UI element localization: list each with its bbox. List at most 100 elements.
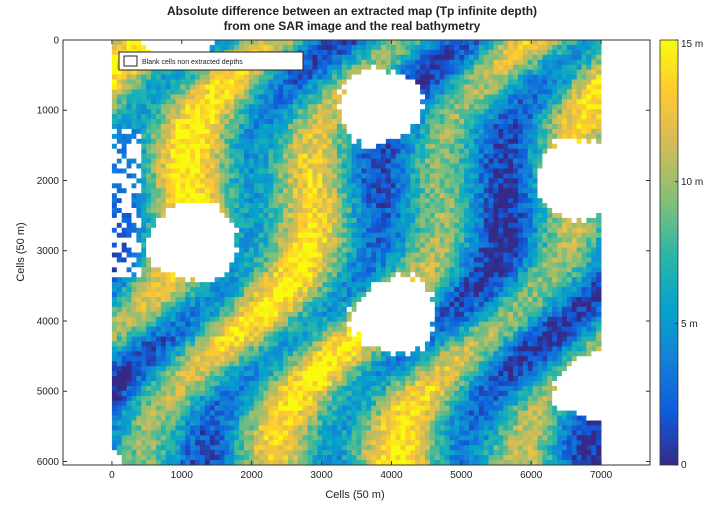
heatmap-cell	[307, 109, 313, 115]
heatmap-cell	[405, 262, 411, 268]
heatmap-cell	[493, 49, 499, 56]
heatmap-cell	[214, 212, 220, 219]
heatmap-cell	[566, 99, 573, 105]
heatmap-cell	[283, 217, 289, 224]
heatmap-cell	[424, 227, 431, 234]
heatmap-cell	[136, 133, 142, 140]
heatmap-cell	[248, 242, 255, 248]
heatmap-cell	[547, 40, 553, 46]
heatmap-cell	[165, 133, 172, 140]
heatmap-cell	[513, 40, 519, 46]
heatmap-cell	[332, 114, 338, 120]
heatmap-cell	[253, 168, 260, 174]
heatmap-cell	[327, 232, 333, 239]
heatmap-cell	[322, 49, 328, 56]
heatmap-cell	[288, 282, 294, 288]
heatmap-cell	[263, 153, 269, 159]
heatmap-cell	[151, 193, 157, 199]
heatmap-cell	[307, 282, 313, 288]
heatmap-cell	[390, 69, 397, 75]
heatmap-cell	[180, 267, 186, 273]
heatmap-cell	[527, 104, 533, 110]
heatmap-cell	[508, 143, 514, 150]
heatmap-cell	[493, 84, 499, 90]
heatmap-cell	[385, 104, 392, 110]
heatmap-cell	[464, 252, 470, 258]
heatmap-cell	[141, 163, 147, 169]
heatmap-cell	[180, 203, 186, 209]
heatmap-cell	[121, 124, 127, 130]
heatmap-cell	[405, 237, 411, 244]
heatmap-cell	[581, 79, 587, 85]
heatmap-cell	[356, 54, 362, 61]
heatmap-cell	[483, 262, 489, 268]
heatmap-cell	[302, 114, 308, 120]
heatmap-cell	[141, 217, 147, 224]
heatmap-cell	[424, 54, 431, 61]
heatmap-cell	[517, 148, 524, 155]
heatmap-cell	[376, 208, 382, 214]
heatmap-cell	[224, 198, 230, 204]
heatmap-cell	[464, 114, 470, 120]
heatmap-cell	[508, 128, 514, 135]
heatmap-cell	[317, 94, 323, 100]
heatmap-cell	[493, 203, 499, 209]
heatmap-cell	[469, 272, 475, 278]
heatmap-cell	[503, 124, 509, 130]
heatmap-cell	[234, 193, 240, 199]
heatmap-cell	[160, 119, 167, 125]
heatmap-cell	[273, 133, 279, 140]
heatmap-cell	[273, 208, 279, 214]
heatmap-cell	[283, 212, 289, 219]
heatmap-cell	[219, 143, 225, 150]
heatmap-cell	[209, 133, 216, 140]
heatmap-cell	[469, 79, 475, 85]
heatmap-cell	[513, 193, 519, 199]
heatmap-cell	[395, 217, 401, 224]
heatmap-cell	[327, 212, 333, 219]
heatmap-cell	[151, 282, 157, 288]
heatmap-cell	[327, 153, 333, 159]
heatmap-cell	[243, 272, 250, 278]
heatmap-cell	[473, 257, 480, 263]
heatmap-cell	[185, 282, 191, 288]
heatmap-cell	[327, 163, 333, 169]
heatmap-cell	[204, 69, 211, 75]
heatmap-cell	[243, 252, 250, 258]
heatmap-cell	[410, 168, 416, 174]
heatmap-cell	[434, 247, 441, 253]
heatmap-cell	[146, 40, 152, 46]
heatmap-cell	[420, 242, 426, 248]
heatmap-cell	[292, 74, 299, 80]
heatmap-cell	[332, 163, 338, 169]
heatmap-cell	[513, 79, 519, 85]
heatmap-cell	[204, 138, 211, 145]
heatmap-cell	[258, 133, 264, 140]
heatmap-cell	[336, 227, 343, 234]
heatmap-cell	[317, 124, 323, 130]
heatmap-cell	[385, 227, 392, 234]
heatmap-cell	[586, 257, 592, 263]
heatmap-cell	[532, 99, 538, 105]
heatmap-cell	[327, 69, 333, 75]
heatmap-cell	[537, 173, 543, 179]
heatmap-cell	[170, 262, 176, 268]
heatmap-cell	[185, 208, 191, 214]
heatmap-cell	[542, 128, 548, 135]
heatmap-cell	[121, 163, 127, 169]
heatmap-cell	[473, 148, 480, 155]
heatmap-cell	[209, 79, 216, 85]
heatmap-cell	[356, 198, 362, 204]
heatmap-cell	[141, 44, 147, 51]
heatmap-cell	[454, 94, 460, 100]
heatmap-cell	[508, 247, 514, 253]
heatmap-cell	[336, 272, 343, 278]
heatmap-cell	[434, 277, 441, 283]
heatmap-cell	[493, 124, 499, 130]
heatmap-cell	[390, 99, 397, 105]
heatmap-cell	[253, 84, 260, 90]
heatmap-cell	[469, 222, 475, 229]
heatmap-cell	[596, 99, 602, 105]
heatmap-cell	[273, 173, 279, 179]
heatmap-cell	[195, 232, 201, 239]
